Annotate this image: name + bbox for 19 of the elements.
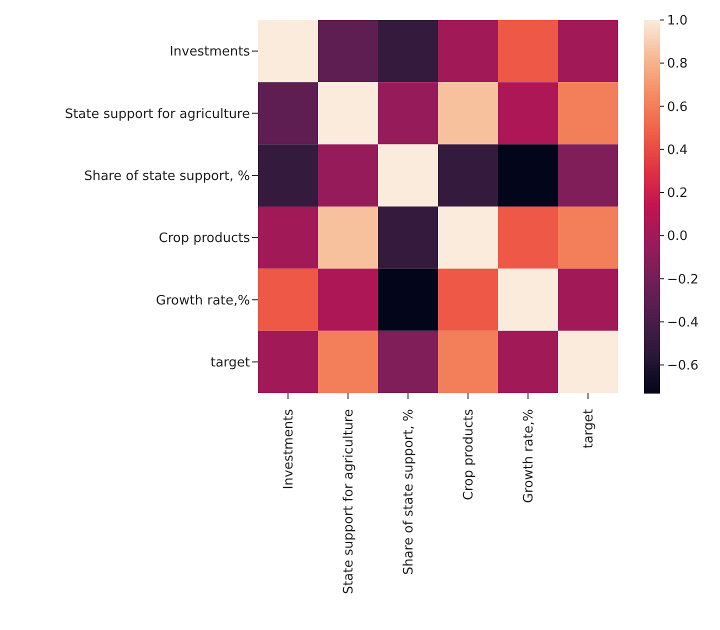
color-bar-label: 0.4 <box>667 142 688 158</box>
x-tick-label: Share of state support, % <box>402 409 417 575</box>
x-tick-label: Growth rate,% <box>522 409 537 504</box>
color-bar-label: −0.6 <box>667 358 699 374</box>
color-bar-label: −0.4 <box>667 315 699 330</box>
y-tick-label: State support for agriculture <box>64 106 250 122</box>
y-tick-label: Investments <box>170 44 250 60</box>
y-tick-label: target <box>210 356 250 371</box>
x-tick-label: target <box>582 409 597 449</box>
y-tick-label: Growth rate,% <box>156 293 250 308</box>
color-bar-label: 0.2 <box>667 186 688 202</box>
color-bar-label: 0.0 <box>667 229 688 244</box>
y-tick-label: Crop products <box>158 231 250 246</box>
x-tick-label: Crop products <box>462 408 477 500</box>
color-bar-label: 1.0 <box>667 14 688 29</box>
color-bar-label: 0.8 <box>667 56 688 72</box>
color-bar-label: 0.6 <box>667 100 688 115</box>
y-tick-label: Share of state support, % <box>84 169 250 184</box>
color-bar-label: −0.2 <box>667 272 699 288</box>
